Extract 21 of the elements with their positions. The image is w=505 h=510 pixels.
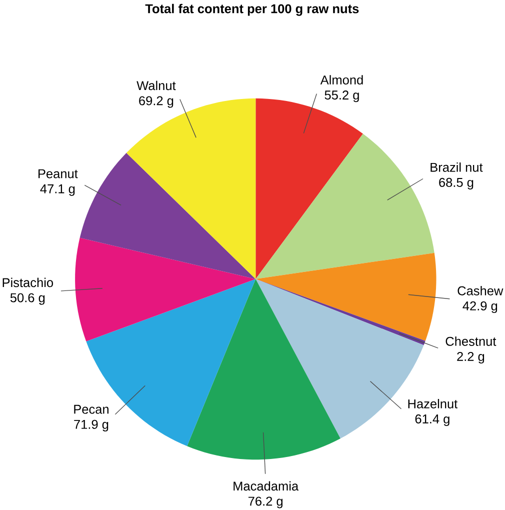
slice-label: Peanut (38, 169, 78, 178)
data-label: 55.2 g (324, 90, 359, 102)
slice-label: Walnut (136, 80, 176, 90)
slice-label: Hazelnut (408, 398, 458, 408)
slice-label: Almond (320, 75, 363, 84)
slice-label: Macadamia (234, 481, 299, 491)
slice-label: Pistachio (2, 278, 54, 288)
data-label: 47.1 g (40, 184, 75, 196)
data-label: 50.6 g (10, 293, 45, 305)
data-label: 61.4 g (415, 414, 450, 426)
data-label: 2.2 g (457, 352, 484, 364)
data-label: 69.2 g (139, 96, 174, 108)
data-label: 71.9 g (74, 420, 108, 432)
slice-label: Brazil nut (430, 162, 483, 172)
data-label: 42.9 g (462, 301, 498, 313)
data-label: 76.2 g (248, 496, 283, 508)
data-label: 68.5 g (439, 178, 474, 190)
slice-label: Chestnut (446, 336, 496, 346)
slice-label: Cashew (458, 286, 504, 296)
slice-label: Pecan (74, 404, 108, 414)
chart-title: Total fat content per 100 g raw nuts (145, 4, 359, 16)
